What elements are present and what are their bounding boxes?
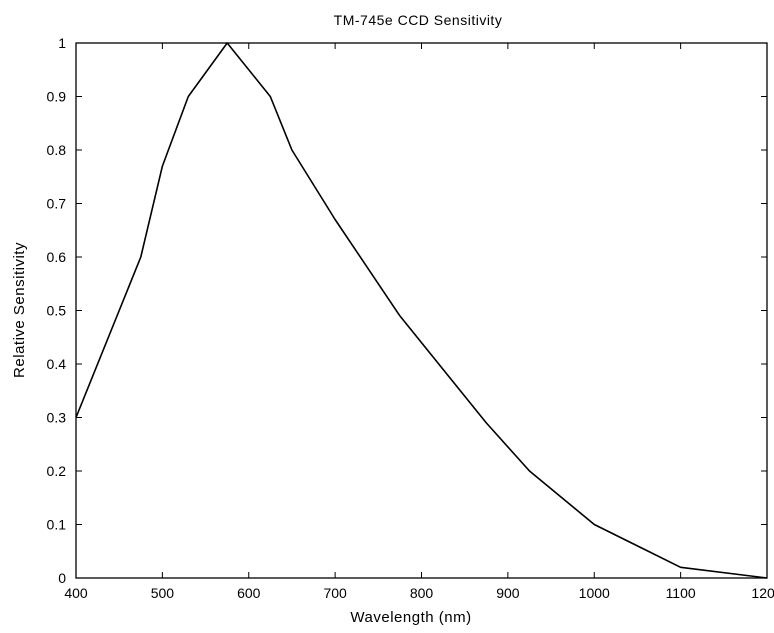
series-layer	[75, 42, 768, 579]
y-tick-label: 0.4	[47, 356, 67, 372]
chart-title: TM-745e CCD Sensitivity	[334, 12, 503, 28]
x-tick-label: 700	[323, 585, 347, 601]
y-tick-label: 0.3	[47, 410, 67, 426]
x-axis-title: Wavelength (nm)	[350, 609, 471, 626]
x-tick-label: 500	[151, 585, 175, 601]
y-axis-tick-labels: 0 0.1 0.2 0.3 0.4 0.5 0.6 0.7 0.8 0.9 1	[47, 35, 67, 586]
y-tick-label: 0	[58, 570, 66, 586]
plot-area-frame	[75, 42, 768, 579]
y-tick-label: 1	[58, 35, 66, 51]
y-tick-label: 0.2	[47, 463, 67, 479]
y-tick-label: 0.7	[47, 196, 67, 212]
x-tick-label: 400	[64, 585, 88, 601]
x-tick-label: 1100	[666, 585, 696, 601]
x-tick-label: 1000	[579, 585, 610, 601]
y-tick-label: 0.8	[47, 142, 67, 158]
sensitivity-series-line	[75, 42, 768, 579]
x-tick-label: 600	[237, 585, 261, 601]
x-axis-ticks	[75, 43, 768, 578]
y-axis-title: Relative Sensitivity	[11, 242, 28, 378]
x-tick-label: 900	[496, 585, 520, 601]
y-tick-label: 0.5	[47, 303, 67, 319]
y-tick-label: 0.1	[47, 517, 67, 533]
y-tick-label: 0.9	[47, 89, 67, 105]
x-tick-label: 800	[410, 585, 434, 601]
y-tick-label: 0.6	[47, 249, 67, 265]
